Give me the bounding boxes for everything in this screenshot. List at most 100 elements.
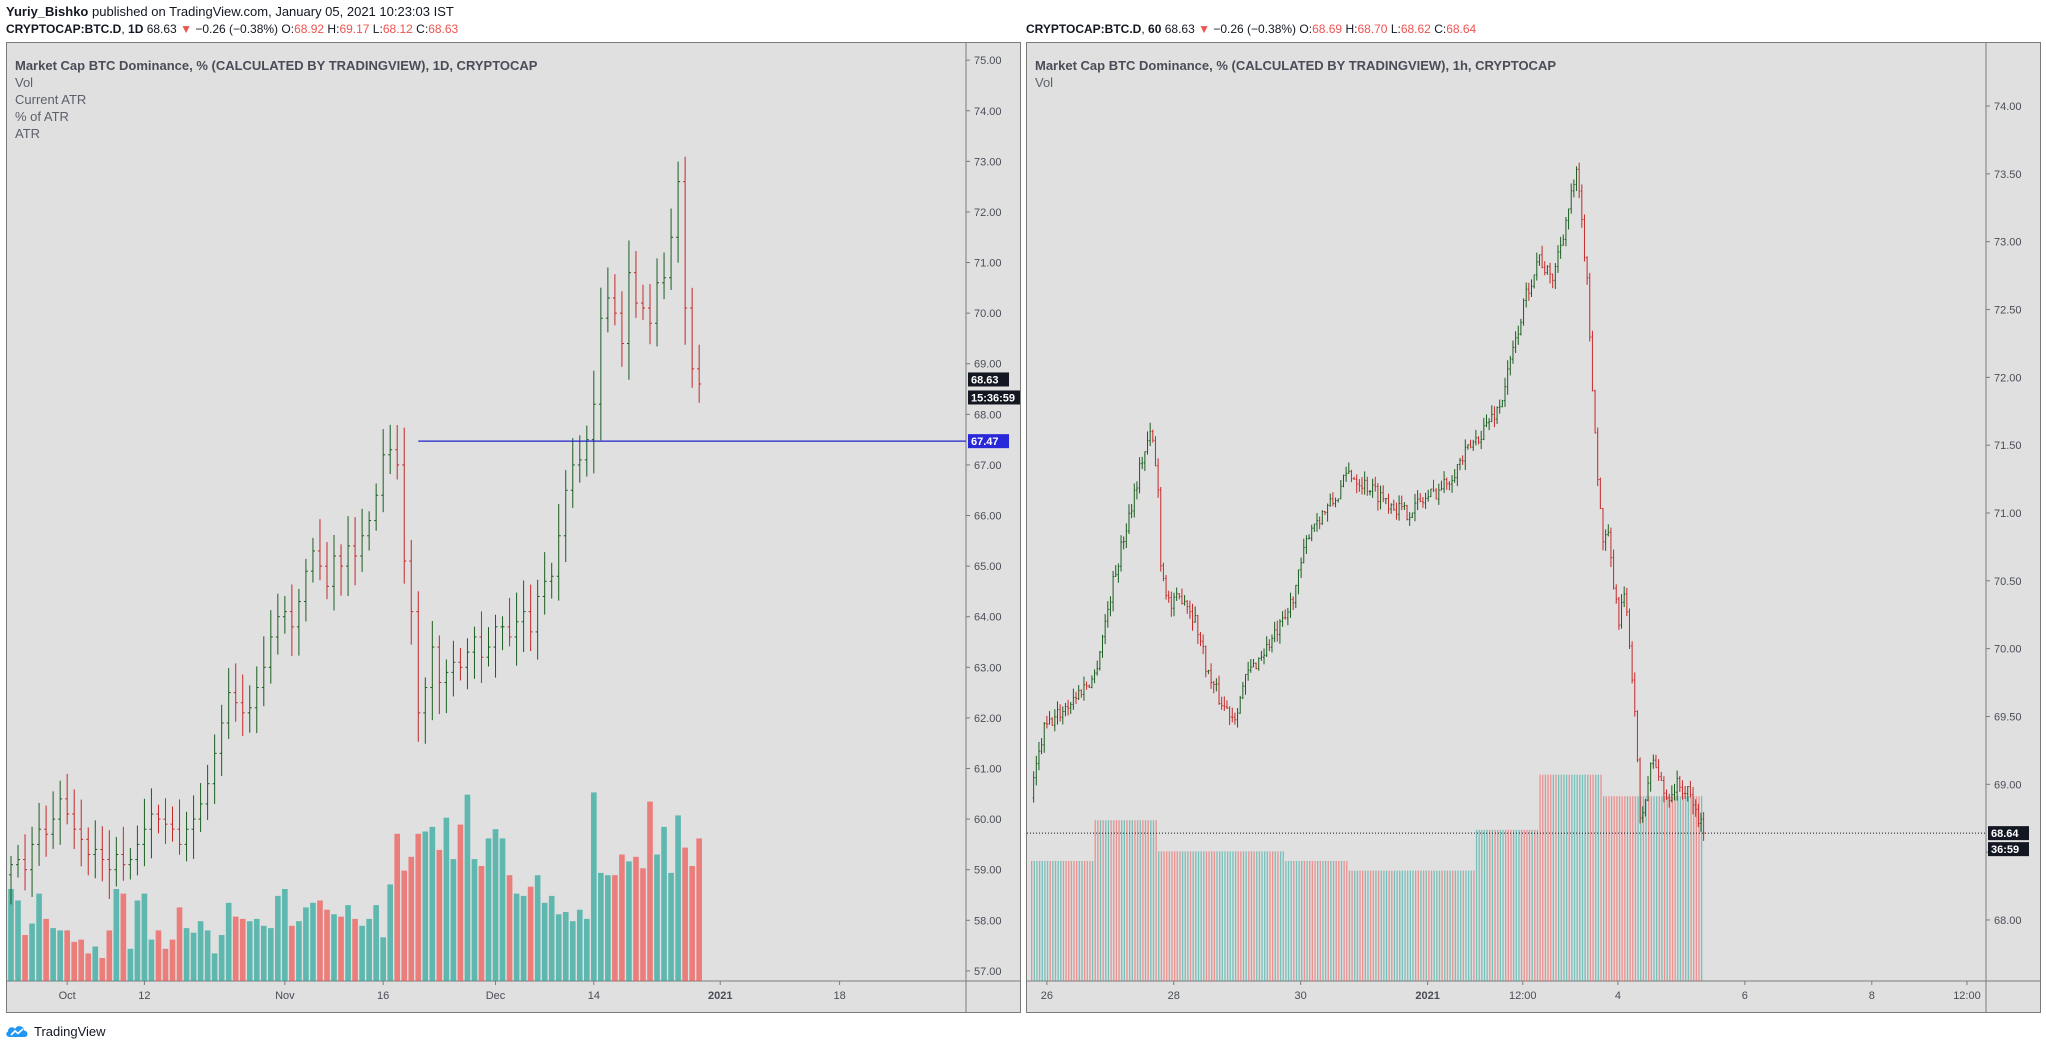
volume-bar: [29, 923, 35, 981]
volume-bar: [499, 838, 506, 981]
symbol-right[interactable]: CRYPTOCAP:BTC.D: [1026, 22, 1142, 36]
volume-bar: [1264, 851, 1266, 981]
indicator-current-atr[interactable]: Current ATR: [15, 92, 87, 107]
volume-bar: [1279, 851, 1282, 981]
chart-canvas-hourly[interactable]: 74.00 73.50 73.00 72.50 72.00 71.50 71.00 70.50…: [1027, 43, 2041, 1013]
volume-bar: [1642, 796, 1645, 981]
x-tick-label: 28: [1168, 990, 1180, 1002]
volume-bar: [492, 829, 499, 981]
volume-bar: [1298, 861, 1300, 981]
volume-bar: [1348, 870, 1351, 981]
y-tick-label: 69.50: [1994, 711, 2022, 723]
last-price-label-box: [968, 372, 1009, 387]
last-price-label: 68.64: [1991, 828, 2019, 840]
volume-bar: [513, 893, 520, 981]
volume-bar: [1245, 851, 1247, 981]
last-left: 68.63: [146, 22, 177, 36]
volume-bar: [239, 918, 246, 981]
volume-bar: [1637, 796, 1639, 981]
volume-bar: [1497, 829, 1499, 981]
volume-bar: [429, 826, 436, 981]
volume-bar: [1076, 861, 1078, 981]
volume-bar: [1475, 829, 1478, 981]
volume-bar: [394, 833, 401, 981]
volume-bar: [1579, 774, 1581, 981]
chart-panel-daily[interactable]: 75.00 74.00 73.00 72.00 71.00 70.00 69.00 68.00…: [6, 42, 1021, 1013]
volume-bar: [1510, 829, 1512, 981]
symbol-left[interactable]: CRYPTOCAP:BTC.D: [6, 22, 122, 36]
volume-bar: [176, 907, 183, 981]
volume-bar: [1219, 851, 1221, 981]
volume-bar: [1362, 870, 1364, 981]
x-tick-label: 14: [588, 990, 600, 1002]
y-tick-label: 71.50: [1994, 440, 2022, 452]
volume-bar: [1181, 851, 1184, 981]
volume-bar: [1417, 870, 1419, 981]
volume-bar: [1414, 870, 1417, 981]
publish-info: Yuriy_Bishko published on TradingView.co…: [6, 4, 454, 19]
volume-bar: [1661, 796, 1663, 981]
y-tick-label: 69.00: [974, 359, 1002, 371]
y-tick-label: 70.50: [1994, 576, 2022, 588]
volume-bar: [1385, 870, 1388, 981]
volume-bar: [1240, 851, 1242, 981]
last-price-label-box: [1988, 826, 2029, 841]
volume-bar: [345, 905, 351, 981]
volume-bar: [1351, 870, 1353, 981]
volume-bar: [548, 895, 555, 981]
volume-bar: [1195, 851, 1197, 981]
volume-bar: [422, 831, 429, 981]
chart-canvas-daily[interactable]: 75.00 74.00 73.00 72.00 71.00 70.00 69.00 68.00…: [7, 43, 1021, 1013]
volume-bar: [1465, 870, 1467, 981]
volume-bar: [1033, 861, 1035, 981]
volume-bar: [1314, 861, 1316, 981]
brand-label[interactable]: TradingView: [34, 1023, 106, 1039]
indicator-vol[interactable]: Vol: [1035, 75, 1054, 90]
x-tick-label: 8: [1869, 990, 1875, 1002]
chart-title-daily[interactable]: Market Cap BTC Dominance, % (CALCULATED …: [15, 58, 538, 73]
volume-bar: [1271, 851, 1274, 981]
volume-bar: [331, 914, 337, 981]
volume-bar: [148, 939, 155, 981]
volume-bar: [1277, 851, 1279, 981]
volume-bar: [1113, 820, 1115, 981]
quote-line-right: CRYPTOCAP:BTC.D, 60 68.63 ▼ −0.26 (−0.38…: [1026, 22, 1477, 36]
volume-bar: [1634, 796, 1637, 981]
y-tick-label: 57.00: [974, 966, 1002, 978]
x-tick-label: 18: [833, 990, 845, 1002]
volume-bar: [1470, 870, 1472, 981]
close-right: 68.64: [1446, 22, 1477, 36]
volume-bar: [576, 909, 583, 981]
volume-bar: [1616, 796, 1618, 981]
volume-bar: [1653, 796, 1655, 981]
volume-bar: [1068, 861, 1070, 981]
volume-bar: [1502, 829, 1504, 981]
volume-bar: [1462, 870, 1464, 981]
volume-bar: [1671, 796, 1674, 981]
volume-bar: [1489, 829, 1491, 981]
volume-bar: [1624, 796, 1626, 981]
volume-bar: [1269, 851, 1271, 981]
chart-title-hourly[interactable]: Market Cap BTC Dominance, % (CALCULATED …: [1035, 58, 1557, 73]
cloud-logo-icon[interactable]: [4, 1023, 30, 1039]
chart-panel-hourly[interactable]: 74.00 73.50 73.00 72.50 72.00 71.50 71.00 70.50…: [1026, 42, 2041, 1013]
volume-bar: [22, 935, 28, 981]
volume-bar: [443, 817, 450, 981]
volume-bar: [373, 905, 379, 981]
volume-bar: [1128, 820, 1131, 981]
indicator-pct-atr[interactable]: % of ATR: [15, 109, 69, 124]
indicator-vol[interactable]: Vol: [15, 75, 34, 90]
y-tick-label: 72.00: [1994, 372, 2022, 384]
author-name[interactable]: Yuriy_Bishko: [6, 4, 89, 19]
quote-line-left: CRYPTOCAP:BTC.D, 1D 68.63 ▼ −0.26 (−0.38…: [6, 22, 459, 36]
volume-bar: [1452, 870, 1454, 981]
volume-bar: [689, 866, 695, 981]
volume-bar: [1309, 861, 1311, 981]
indicator-atr[interactable]: ATR: [15, 126, 41, 141]
volume-bar: [1147, 820, 1149, 981]
volume-bar: [1250, 851, 1253, 981]
volume-bar: [1203, 851, 1205, 981]
volume-bar: [1176, 851, 1178, 981]
open-left: 68.92: [294, 22, 325, 36]
volume-bar: [647, 801, 653, 981]
